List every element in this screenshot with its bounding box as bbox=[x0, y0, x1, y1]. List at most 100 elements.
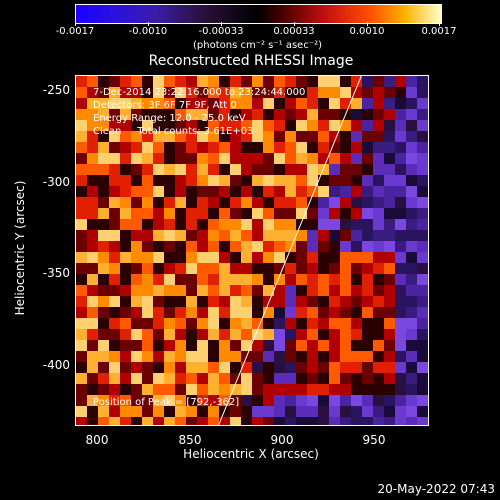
heatmap-cell bbox=[153, 142, 164, 153]
heatmap-cell bbox=[175, 296, 186, 307]
heatmap-cell bbox=[98, 263, 109, 274]
heatmap-cell bbox=[384, 142, 395, 153]
heatmap-cell bbox=[120, 164, 131, 175]
heatmap-cell bbox=[197, 142, 208, 153]
heatmap-cell bbox=[263, 362, 274, 373]
heatmap-cell bbox=[186, 131, 197, 142]
heatmap-cell bbox=[274, 186, 285, 197]
colorbar-tick-label: 0.0010 bbox=[349, 26, 385, 37]
heatmap-cell bbox=[153, 197, 164, 208]
heatmap-cell bbox=[318, 197, 329, 208]
heatmap-cell bbox=[252, 351, 263, 362]
heatmap-cell bbox=[197, 197, 208, 208]
heatmap-cell bbox=[285, 241, 296, 252]
heatmap-cell bbox=[142, 373, 153, 384]
heatmap-cell bbox=[175, 197, 186, 208]
colorbar-tick bbox=[221, 22, 222, 26]
heatmap-cell bbox=[340, 98, 351, 109]
heatmap-cell bbox=[340, 164, 351, 175]
heatmap-cell bbox=[76, 417, 87, 425]
heatmap-cell bbox=[164, 153, 175, 164]
heatmap-cell bbox=[120, 285, 131, 296]
heatmap-cell bbox=[230, 175, 241, 186]
heatmap-cell bbox=[131, 87, 142, 98]
heatmap-cell bbox=[373, 252, 384, 263]
heatmap-cell bbox=[373, 98, 384, 109]
heatmap-cell bbox=[76, 362, 87, 373]
heatmap-cell bbox=[395, 109, 406, 120]
heatmap-cell bbox=[109, 186, 120, 197]
heatmap-cell bbox=[307, 120, 318, 131]
heatmap-cell bbox=[373, 307, 384, 318]
heatmap-cell bbox=[87, 296, 98, 307]
heatmap-cell bbox=[142, 296, 153, 307]
heatmap-cell bbox=[274, 318, 285, 329]
heatmap-cell bbox=[241, 329, 252, 340]
heatmap-cell bbox=[76, 329, 87, 340]
heatmap-cell bbox=[87, 406, 98, 417]
heatmap-cell bbox=[87, 340, 98, 351]
heatmap-cell bbox=[131, 362, 142, 373]
heatmap-cell bbox=[208, 417, 219, 425]
heatmap-cell bbox=[307, 373, 318, 384]
heatmap-cell bbox=[230, 219, 241, 230]
heatmap-cell bbox=[417, 252, 428, 263]
heatmap-cell bbox=[362, 186, 373, 197]
heatmap-cell bbox=[153, 175, 164, 186]
heatmap-cell bbox=[362, 384, 373, 395]
heatmap-cell bbox=[208, 252, 219, 263]
heatmap-cell bbox=[186, 219, 197, 230]
heatmap-cell bbox=[362, 76, 373, 87]
heatmap-cell bbox=[318, 241, 329, 252]
heatmap-cell bbox=[406, 98, 417, 109]
heatmap-cell bbox=[274, 142, 285, 153]
heatmap-cell bbox=[230, 307, 241, 318]
heatmap-cell bbox=[164, 120, 175, 131]
heatmap-cell bbox=[296, 384, 307, 395]
heatmap-cell bbox=[351, 307, 362, 318]
heatmap-cell bbox=[395, 241, 406, 252]
heatmap-cell bbox=[186, 307, 197, 318]
heatmap-cell bbox=[263, 384, 274, 395]
heatmap-cell bbox=[186, 87, 197, 98]
heatmap-cell bbox=[340, 76, 351, 87]
heatmap-cell bbox=[307, 340, 318, 351]
heatmap-cell bbox=[241, 318, 252, 329]
heatmap-cell bbox=[164, 417, 175, 425]
heatmap-cell bbox=[98, 307, 109, 318]
heatmap-cell bbox=[230, 208, 241, 219]
heatmap-cell bbox=[417, 98, 428, 109]
heatmap-cell bbox=[109, 120, 120, 131]
heatmap-cell bbox=[296, 142, 307, 153]
heatmap-cell bbox=[274, 76, 285, 87]
heatmap-cell bbox=[406, 252, 417, 263]
heatmap-cell bbox=[131, 307, 142, 318]
heatmap-cell bbox=[131, 131, 142, 142]
heatmap-cell bbox=[87, 109, 98, 120]
heatmap-cell bbox=[296, 395, 307, 406]
heatmap-cell bbox=[197, 351, 208, 362]
heatmap-cell bbox=[274, 164, 285, 175]
heatmap-cell bbox=[109, 208, 120, 219]
heatmap-cell bbox=[296, 230, 307, 241]
heatmap-cell bbox=[362, 230, 373, 241]
heatmap-cell bbox=[329, 175, 340, 186]
heatmap-cell bbox=[296, 109, 307, 120]
x-tick-label: 800 bbox=[85, 433, 109, 447]
heatmap-cell bbox=[131, 384, 142, 395]
heatmap-cell bbox=[417, 164, 428, 175]
heatmap-cell bbox=[340, 318, 351, 329]
heatmap-cell bbox=[351, 208, 362, 219]
heatmap-cell bbox=[406, 219, 417, 230]
heatmap-cell bbox=[109, 230, 120, 241]
heatmap-cell bbox=[219, 109, 230, 120]
heatmap-cell bbox=[186, 230, 197, 241]
heatmap-cell bbox=[197, 285, 208, 296]
heatmap-cell bbox=[417, 241, 428, 252]
heatmap-cell bbox=[395, 296, 406, 307]
heatmap-cell bbox=[175, 120, 186, 131]
heatmap-cell bbox=[197, 219, 208, 230]
heatmap-cell bbox=[384, 87, 395, 98]
heatmap-cell bbox=[406, 153, 417, 164]
heatmap-cell bbox=[175, 175, 186, 186]
